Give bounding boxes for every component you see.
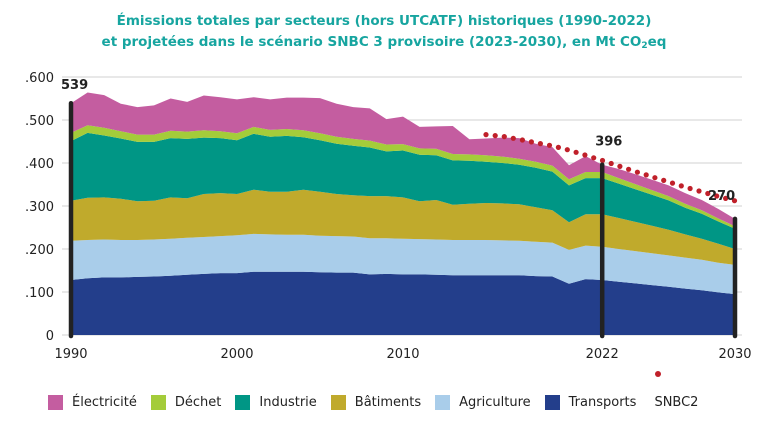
legend-item: Industrie — [235, 395, 317, 410]
x-tick-label: 1990 — [54, 347, 87, 362]
snbc2-dot — [626, 166, 632, 172]
snbc2-dot — [483, 132, 489, 138]
value-markers: 539 396 270 — [61, 78, 738, 339]
y-tick-label: .600 — [25, 71, 54, 86]
legend-label: Électricité — [72, 395, 137, 410]
chart-title: Émissions totales par secteurs (hors UTC… — [0, 11, 768, 57]
marker-value-label: 396 — [595, 135, 622, 150]
snbc2-dot — [696, 188, 702, 194]
legend-label: Industrie — [259, 395, 317, 410]
area-agriculture — [71, 233, 735, 295]
legend-swatch — [544, 395, 560, 410]
chart-title-line1: Émissions totales par secteurs (hors UTC… — [116, 13, 652, 29]
snbc2-dot — [634, 169, 641, 175]
snbc2-dot — [705, 190, 711, 197]
legend-label: SNBC2 — [654, 395, 699, 410]
snbc2-dot — [501, 134, 507, 140]
snbc2-dot — [617, 163, 623, 169]
snbc2-dot — [723, 195, 729, 201]
y-tick-label: .500 — [25, 114, 54, 129]
legend-swatch — [435, 395, 451, 410]
chart-title-line2: et projetées dans le scénario SNBC 3 pro… — [0, 32, 768, 57]
snbc2-dot — [669, 180, 676, 186]
x-tick-label: 2022 — [586, 347, 619, 362]
snbc2-dot — [687, 185, 693, 192]
y-axis-ticks: 0 .100 .200 .300 .400 .500 .600 — [25, 71, 54, 344]
legend-item-snbc2: SNBC2 — [654, 371, 699, 410]
snbc2-dot — [599, 157, 606, 164]
y-tick-label: .400 — [25, 157, 54, 172]
area-layers — [71, 92, 735, 335]
legend-label: Agriculture — [459, 395, 531, 410]
legend-item: Déchet — [150, 395, 222, 410]
snbc2-dot — [564, 147, 570, 153]
x-axis-ticks: 1990 2000 2010 2022 2030 — [54, 347, 751, 362]
snbc2-dot — [582, 152, 588, 158]
area-batiments — [71, 189, 735, 265]
area-transports — [71, 271, 735, 335]
y-tick-label: .200 — [25, 243, 54, 258]
legend-item: Électricité — [48, 395, 137, 410]
snbc2-dot — [519, 137, 526, 143]
marker-value-label: 270 — [708, 189, 735, 204]
snbc2-dot — [591, 155, 597, 161]
x-tick-label: 2010 — [386, 347, 419, 362]
legend: Électricité Déchet Industrie Bâtiments Agric… — [48, 371, 712, 410]
x-tick-label: 2000 — [220, 347, 253, 362]
area-electricite — [71, 92, 735, 227]
snbc2-dot — [537, 141, 544, 147]
snbc2-dot — [643, 172, 649, 178]
legend-item: Bâtiments — [330, 395, 422, 410]
y-tick-label: .100 — [25, 286, 54, 301]
legend-swatch — [235, 395, 251, 410]
snbc2-dot — [573, 149, 579, 155]
legend-label: Déchet — [174, 395, 222, 410]
snbc2-dot — [714, 193, 720, 199]
snbc2-dot — [546, 142, 553, 148]
legend-swatch — [48, 395, 63, 410]
legend-dot-icon — [655, 371, 662, 377]
legend-label: Transports — [568, 395, 637, 410]
legend-label: Bâtiments — [354, 395, 422, 410]
y-tick-label: .300 — [25, 200, 54, 215]
chart-title-line2-suffix: eq — [647, 34, 667, 50]
snbc2-dot — [555, 144, 562, 150]
x-tick-label: 2030 — [718, 347, 751, 362]
snbc2-dot — [731, 198, 738, 204]
snbc2-dot — [510, 135, 516, 141]
legend-swatch — [150, 395, 166, 410]
chart-title-line2-text: et projetées dans le scénario SNBC 3 pro… — [101, 34, 642, 50]
snbc2-dot — [608, 160, 614, 167]
marker-value-label: 539 — [61, 78, 88, 93]
area-industrie — [71, 132, 735, 249]
y-tick-label: 0 — [46, 329, 54, 344]
legend-swatch — [330, 395, 346, 410]
snbc2-dot — [528, 139, 535, 145]
legend-item: Transports — [544, 395, 637, 410]
chart-title-subscript: 2 — [641, 41, 648, 51]
snbc2-dot — [652, 175, 658, 181]
snbc2-reference-line — [483, 132, 738, 204]
snbc2-dot — [492, 133, 498, 139]
snbc2-dot — [678, 183, 684, 189]
snbc2-dot — [661, 177, 667, 183]
legend-item: Agriculture — [435, 395, 531, 410]
